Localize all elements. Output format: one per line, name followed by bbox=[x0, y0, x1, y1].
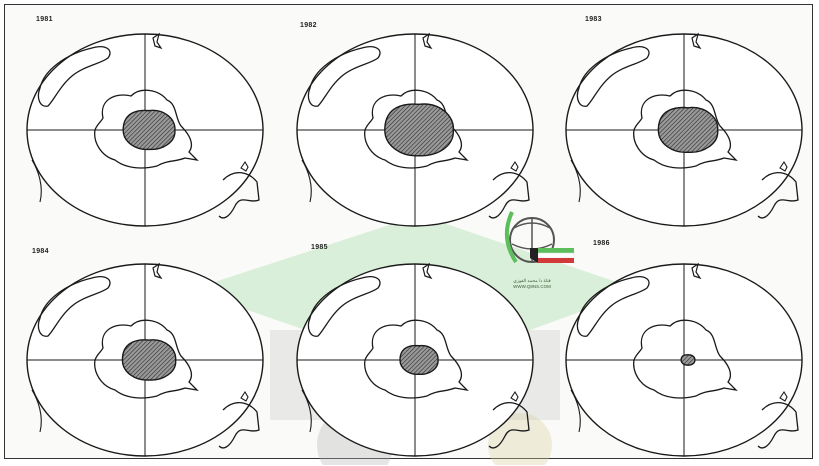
africa-outline bbox=[31, 159, 42, 203]
new-zealand-outline bbox=[510, 390, 519, 402]
island-outline bbox=[691, 262, 702, 280]
africa-outline bbox=[301, 159, 312, 203]
south-america-outline bbox=[576, 276, 650, 337]
year-label: 1986 bbox=[593, 240, 610, 247]
australia-outline bbox=[218, 402, 260, 449]
ozone-hole-area bbox=[122, 109, 176, 151]
watermark-line-2: WWW.Q8NS.COM bbox=[513, 284, 551, 289]
map-panel-1982: 1982 bbox=[284, 10, 546, 236]
new-zealand-outline bbox=[240, 160, 249, 172]
new-zealand-outline bbox=[240, 390, 249, 402]
map-panel-1981: 1981 bbox=[14, 10, 276, 236]
island-outline bbox=[691, 32, 702, 50]
new-zealand-outline bbox=[779, 390, 788, 402]
africa-outline bbox=[570, 389, 581, 433]
antarctica-map-1983 bbox=[565, 32, 803, 227]
antarctica-outline bbox=[633, 319, 738, 399]
antarctica-map-1985 bbox=[296, 262, 534, 457]
map-panel-1985: 1985 bbox=[284, 240, 546, 466]
australia-outline bbox=[218, 172, 260, 219]
watermark-line-1: قناة د/ محمد الفوزي bbox=[513, 278, 551, 283]
south-america-outline bbox=[307, 46, 381, 107]
island-outline bbox=[422, 32, 433, 50]
australia-outline bbox=[488, 402, 530, 449]
island-outline bbox=[152, 262, 163, 280]
south-america-outline bbox=[576, 46, 650, 107]
antarctica-outline bbox=[94, 89, 199, 169]
antarctica-map-1986 bbox=[565, 262, 803, 457]
antarctica-outline bbox=[633, 89, 738, 169]
map-panel-1986: 1986 bbox=[553, 240, 815, 466]
antarctica-outline bbox=[364, 319, 469, 399]
south-america-outline bbox=[307, 276, 381, 337]
year-label: 1982 bbox=[300, 22, 317, 29]
year-label: 1981 bbox=[36, 16, 53, 23]
antarctica-map-1982 bbox=[296, 32, 534, 227]
ozone-hole-area bbox=[121, 339, 177, 381]
australia-outline bbox=[757, 402, 799, 449]
africa-outline bbox=[301, 389, 312, 433]
year-label: 1984 bbox=[32, 248, 49, 255]
new-zealand-outline bbox=[779, 160, 788, 172]
ozone-hole-area bbox=[399, 344, 439, 375]
year-label: 1983 bbox=[585, 16, 602, 23]
new-zealand-outline bbox=[510, 160, 519, 172]
australia-outline bbox=[488, 172, 530, 219]
ozone-hole-area bbox=[657, 106, 719, 153]
africa-outline bbox=[570, 159, 581, 203]
australia-outline bbox=[757, 172, 799, 219]
south-america-outline bbox=[37, 276, 111, 337]
island-outline bbox=[422, 262, 433, 280]
island-outline bbox=[152, 32, 163, 50]
ozone-hole-area bbox=[680, 354, 696, 366]
ozone-hole-area bbox=[384, 103, 454, 157]
africa-outline bbox=[31, 389, 42, 433]
watermark-text: قناة د/ محمد الفوزي WWW.Q8NS.COM bbox=[497, 278, 567, 290]
map-panel-1984: 1984 bbox=[14, 240, 276, 466]
antarctica-map-1984 bbox=[26, 262, 264, 457]
south-america-outline bbox=[37, 46, 111, 107]
antarctica-outline bbox=[364, 89, 469, 169]
year-label: 1985 bbox=[311, 244, 328, 251]
antarctica-outline bbox=[94, 319, 199, 399]
map-panel-1983: 1983 bbox=[553, 10, 815, 236]
antarctica-map-1981 bbox=[26, 32, 264, 227]
